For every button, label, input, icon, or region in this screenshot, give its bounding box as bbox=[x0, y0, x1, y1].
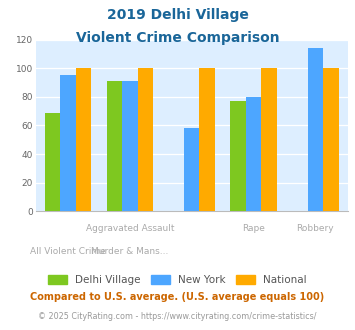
Text: Murder & Mans...: Murder & Mans... bbox=[91, 248, 169, 256]
Bar bbox=[323, 68, 339, 211]
Text: © 2025 CityRating.com - https://www.cityrating.com/crime-statistics/: © 2025 CityRating.com - https://www.city… bbox=[38, 312, 317, 321]
Text: All Violent Crime: All Violent Crime bbox=[30, 248, 106, 256]
Bar bbox=[261, 68, 277, 211]
Text: Compared to U.S. average. (U.S. average equals 100): Compared to U.S. average. (U.S. average … bbox=[31, 292, 324, 302]
Bar bbox=[60, 75, 76, 211]
Bar bbox=[200, 68, 215, 211]
Legend: Delhi Village, New York, National: Delhi Village, New York, National bbox=[44, 271, 311, 289]
Text: Robbery: Robbery bbox=[297, 224, 334, 233]
Bar bbox=[122, 81, 138, 211]
Bar bbox=[45, 113, 60, 211]
Bar bbox=[76, 68, 91, 211]
Bar bbox=[184, 128, 200, 211]
Text: Aggravated Assault: Aggravated Assault bbox=[86, 224, 174, 233]
Text: Violent Crime Comparison: Violent Crime Comparison bbox=[76, 31, 279, 45]
Text: 2019 Delhi Village: 2019 Delhi Village bbox=[106, 8, 248, 22]
Bar bbox=[230, 101, 246, 211]
Bar bbox=[246, 97, 261, 211]
Bar bbox=[308, 48, 323, 211]
Bar bbox=[106, 81, 122, 211]
Text: Rape: Rape bbox=[242, 224, 265, 233]
Bar bbox=[138, 68, 153, 211]
